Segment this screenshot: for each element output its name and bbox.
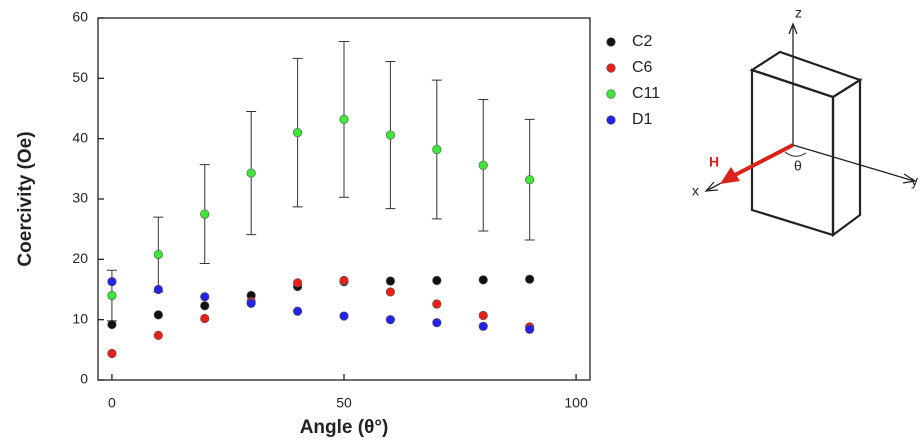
point <box>339 114 349 124</box>
diagram <box>704 22 917 238</box>
point <box>246 298 256 308</box>
box-front <box>750 68 835 237</box>
legend-marker <box>606 89 616 99</box>
x-arrowhead <box>704 181 719 192</box>
x-tick-label: 0 <box>108 395 116 411</box>
point <box>525 175 535 185</box>
point <box>107 290 117 301</box>
legend-label: C2 <box>632 33 653 50</box>
field-arrow <box>732 143 794 178</box>
point <box>385 287 396 297</box>
point <box>153 310 163 320</box>
y-tick-label: 10 <box>72 310 88 326</box>
y-tick-label: 40 <box>72 129 88 145</box>
point <box>478 160 488 170</box>
angle-arc <box>784 151 807 157</box>
point <box>153 330 163 340</box>
point <box>525 324 535 334</box>
point <box>200 209 210 219</box>
legend-label: D1 <box>632 111 653 128</box>
legend-marker <box>606 37 616 47</box>
x-axis-title: Angle (θ°) <box>300 417 389 438</box>
point <box>107 348 117 359</box>
legend-marker <box>606 115 616 125</box>
y-tick-label: 20 <box>72 250 88 266</box>
point <box>432 299 442 309</box>
point <box>292 278 303 288</box>
legend-label: C6 <box>632 59 653 76</box>
point <box>153 284 163 295</box>
point <box>432 275 442 286</box>
point <box>153 249 163 260</box>
point <box>200 313 210 324</box>
point <box>432 144 442 155</box>
x-tick-label: 100 <box>564 395 588 411</box>
point <box>107 277 117 287</box>
point <box>385 276 396 286</box>
angle-label: θ <box>794 158 802 174</box>
point <box>385 315 396 325</box>
legend-label: C11 <box>632 85 660 102</box>
z-arrowhead <box>788 22 798 35</box>
y-tick-label: 30 <box>72 190 88 206</box>
point <box>200 301 210 311</box>
y-tick-label: 0 <box>80 371 88 387</box>
y-axis-title: Coercivity (Oe) <box>15 131 36 266</box>
y-label: y <box>911 173 918 189</box>
field-arrowhead <box>720 167 740 184</box>
point <box>339 311 349 321</box>
legend-marker <box>606 63 616 73</box>
point <box>292 306 303 316</box>
x-label: x <box>692 183 699 199</box>
y-arrowhead <box>902 173 917 184</box>
y-axis <box>792 144 915 182</box>
point <box>292 128 303 138</box>
point <box>246 168 256 178</box>
point <box>432 318 442 328</box>
point <box>478 275 488 285</box>
point <box>385 130 396 140</box>
point <box>339 275 349 286</box>
y-tick-label: 60 <box>72 9 88 25</box>
y-tick-label: 50 <box>72 69 88 85</box>
point <box>200 292 210 302</box>
z-label: z <box>795 5 802 21</box>
point <box>478 321 488 331</box>
point <box>107 319 117 330</box>
point <box>525 274 535 284</box>
x-tick-label: 50 <box>336 395 352 411</box>
point <box>478 310 488 321</box>
field-label: H <box>709 154 719 170</box>
